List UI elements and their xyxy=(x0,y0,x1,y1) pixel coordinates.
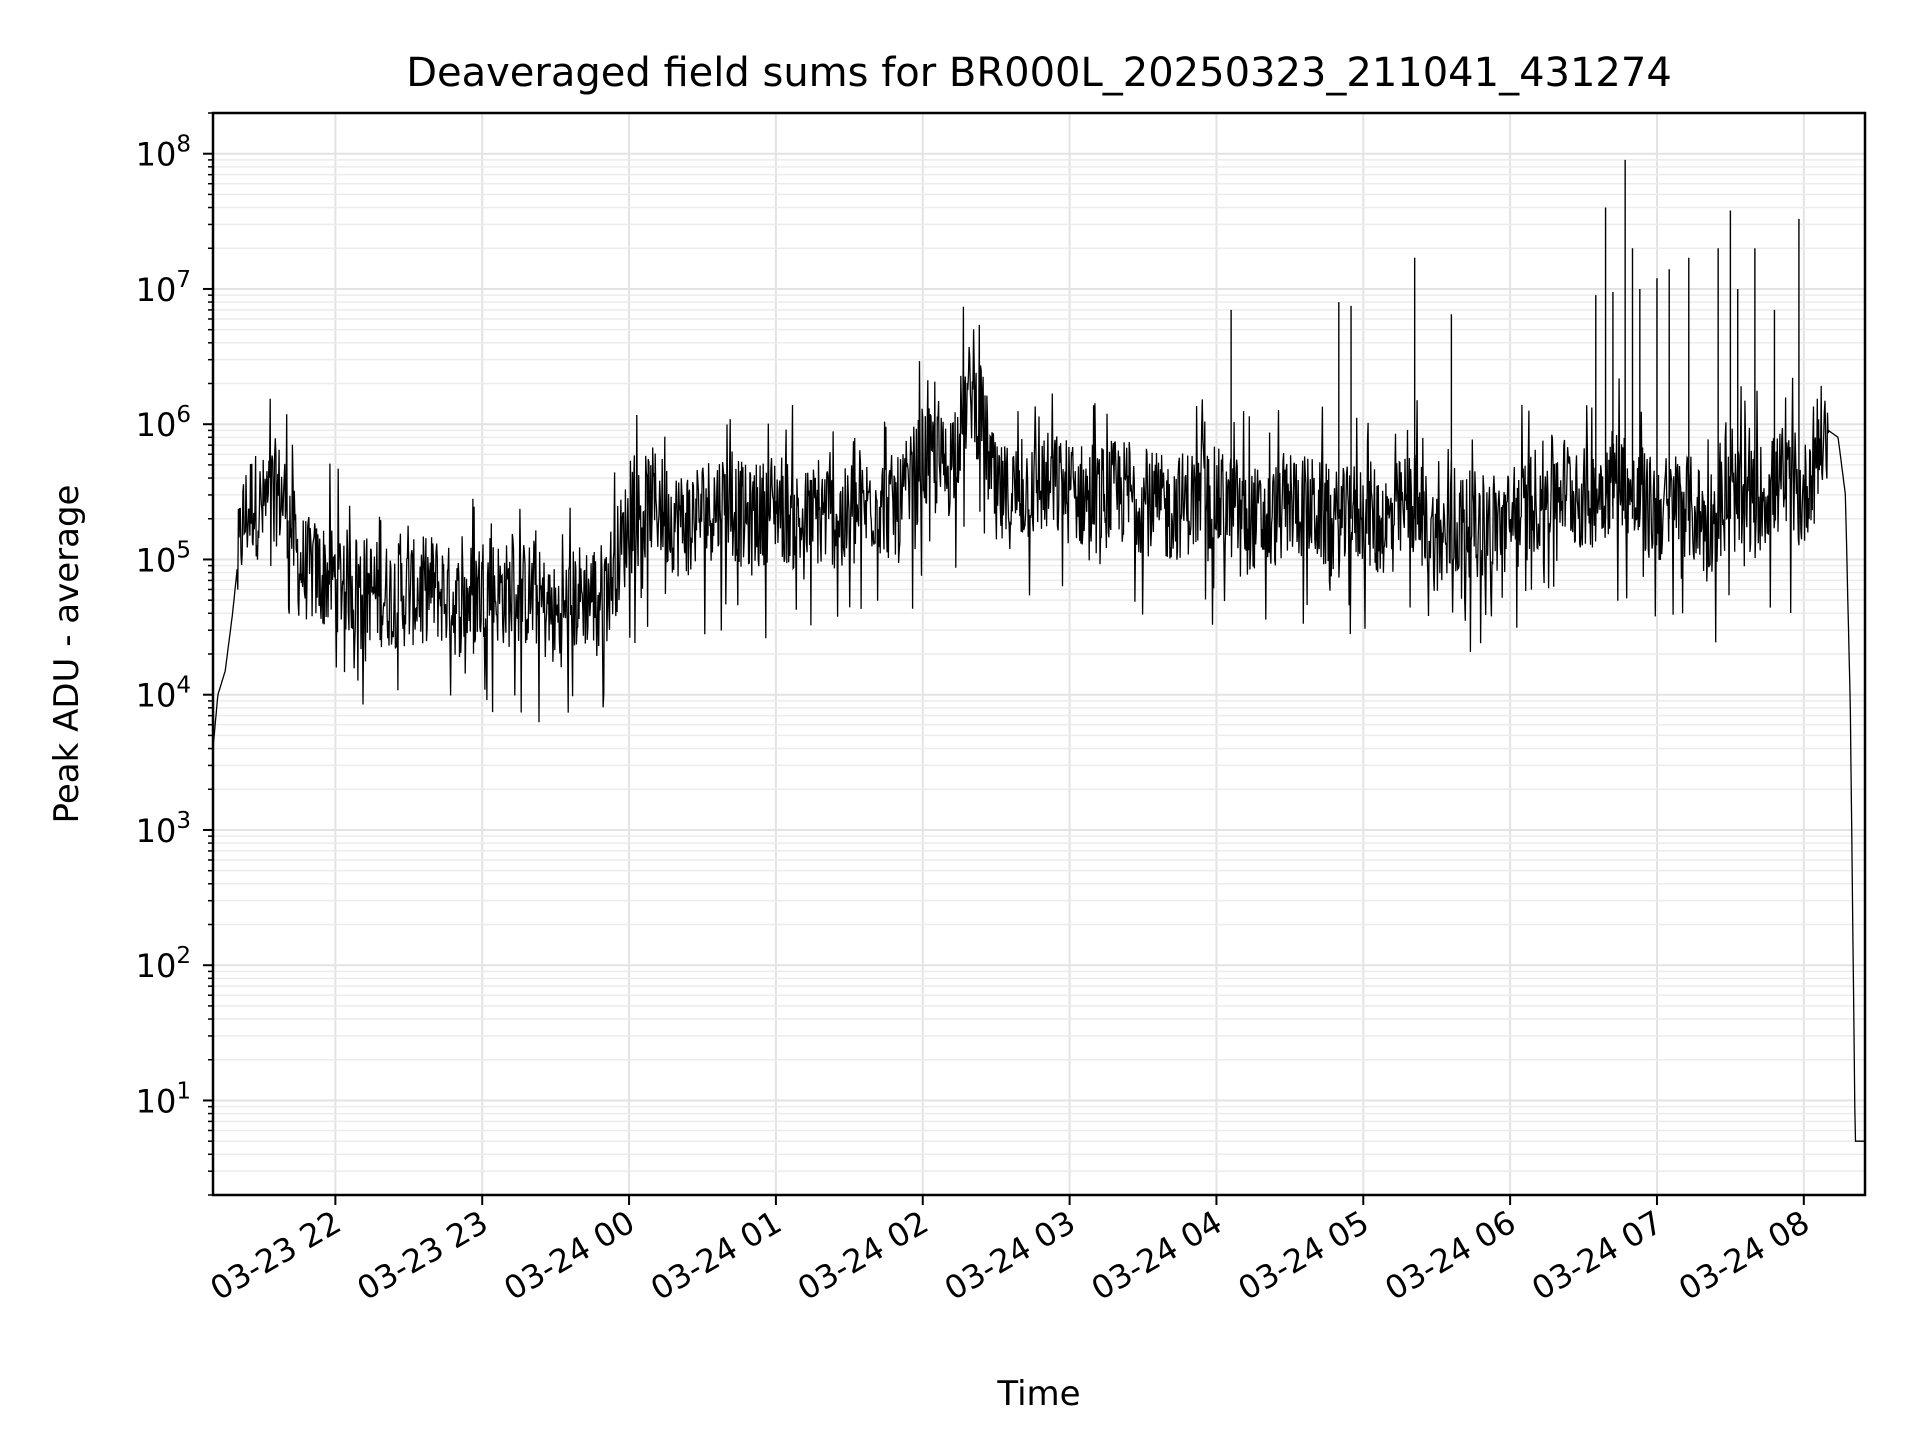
y-tick-label: 103 xyxy=(136,808,191,850)
y-tick-label: 104 xyxy=(136,673,191,715)
y-tick-label: 102 xyxy=(136,943,191,985)
x-axis-label: Time xyxy=(996,1374,1080,1414)
plot-area xyxy=(212,159,1865,1142)
y-tick-label: 105 xyxy=(136,537,191,579)
series-line xyxy=(212,306,1865,1142)
y-tick-label: 106 xyxy=(136,402,191,444)
y-tick-label: 107 xyxy=(136,267,191,309)
y-tick-label: 101 xyxy=(136,1078,191,1120)
y-axis-label: Peak ADU - average xyxy=(47,485,87,824)
chart-title: Deaveraged field sums for BR000L_2025032… xyxy=(406,50,1672,96)
y-tick-label: 108 xyxy=(136,132,191,174)
